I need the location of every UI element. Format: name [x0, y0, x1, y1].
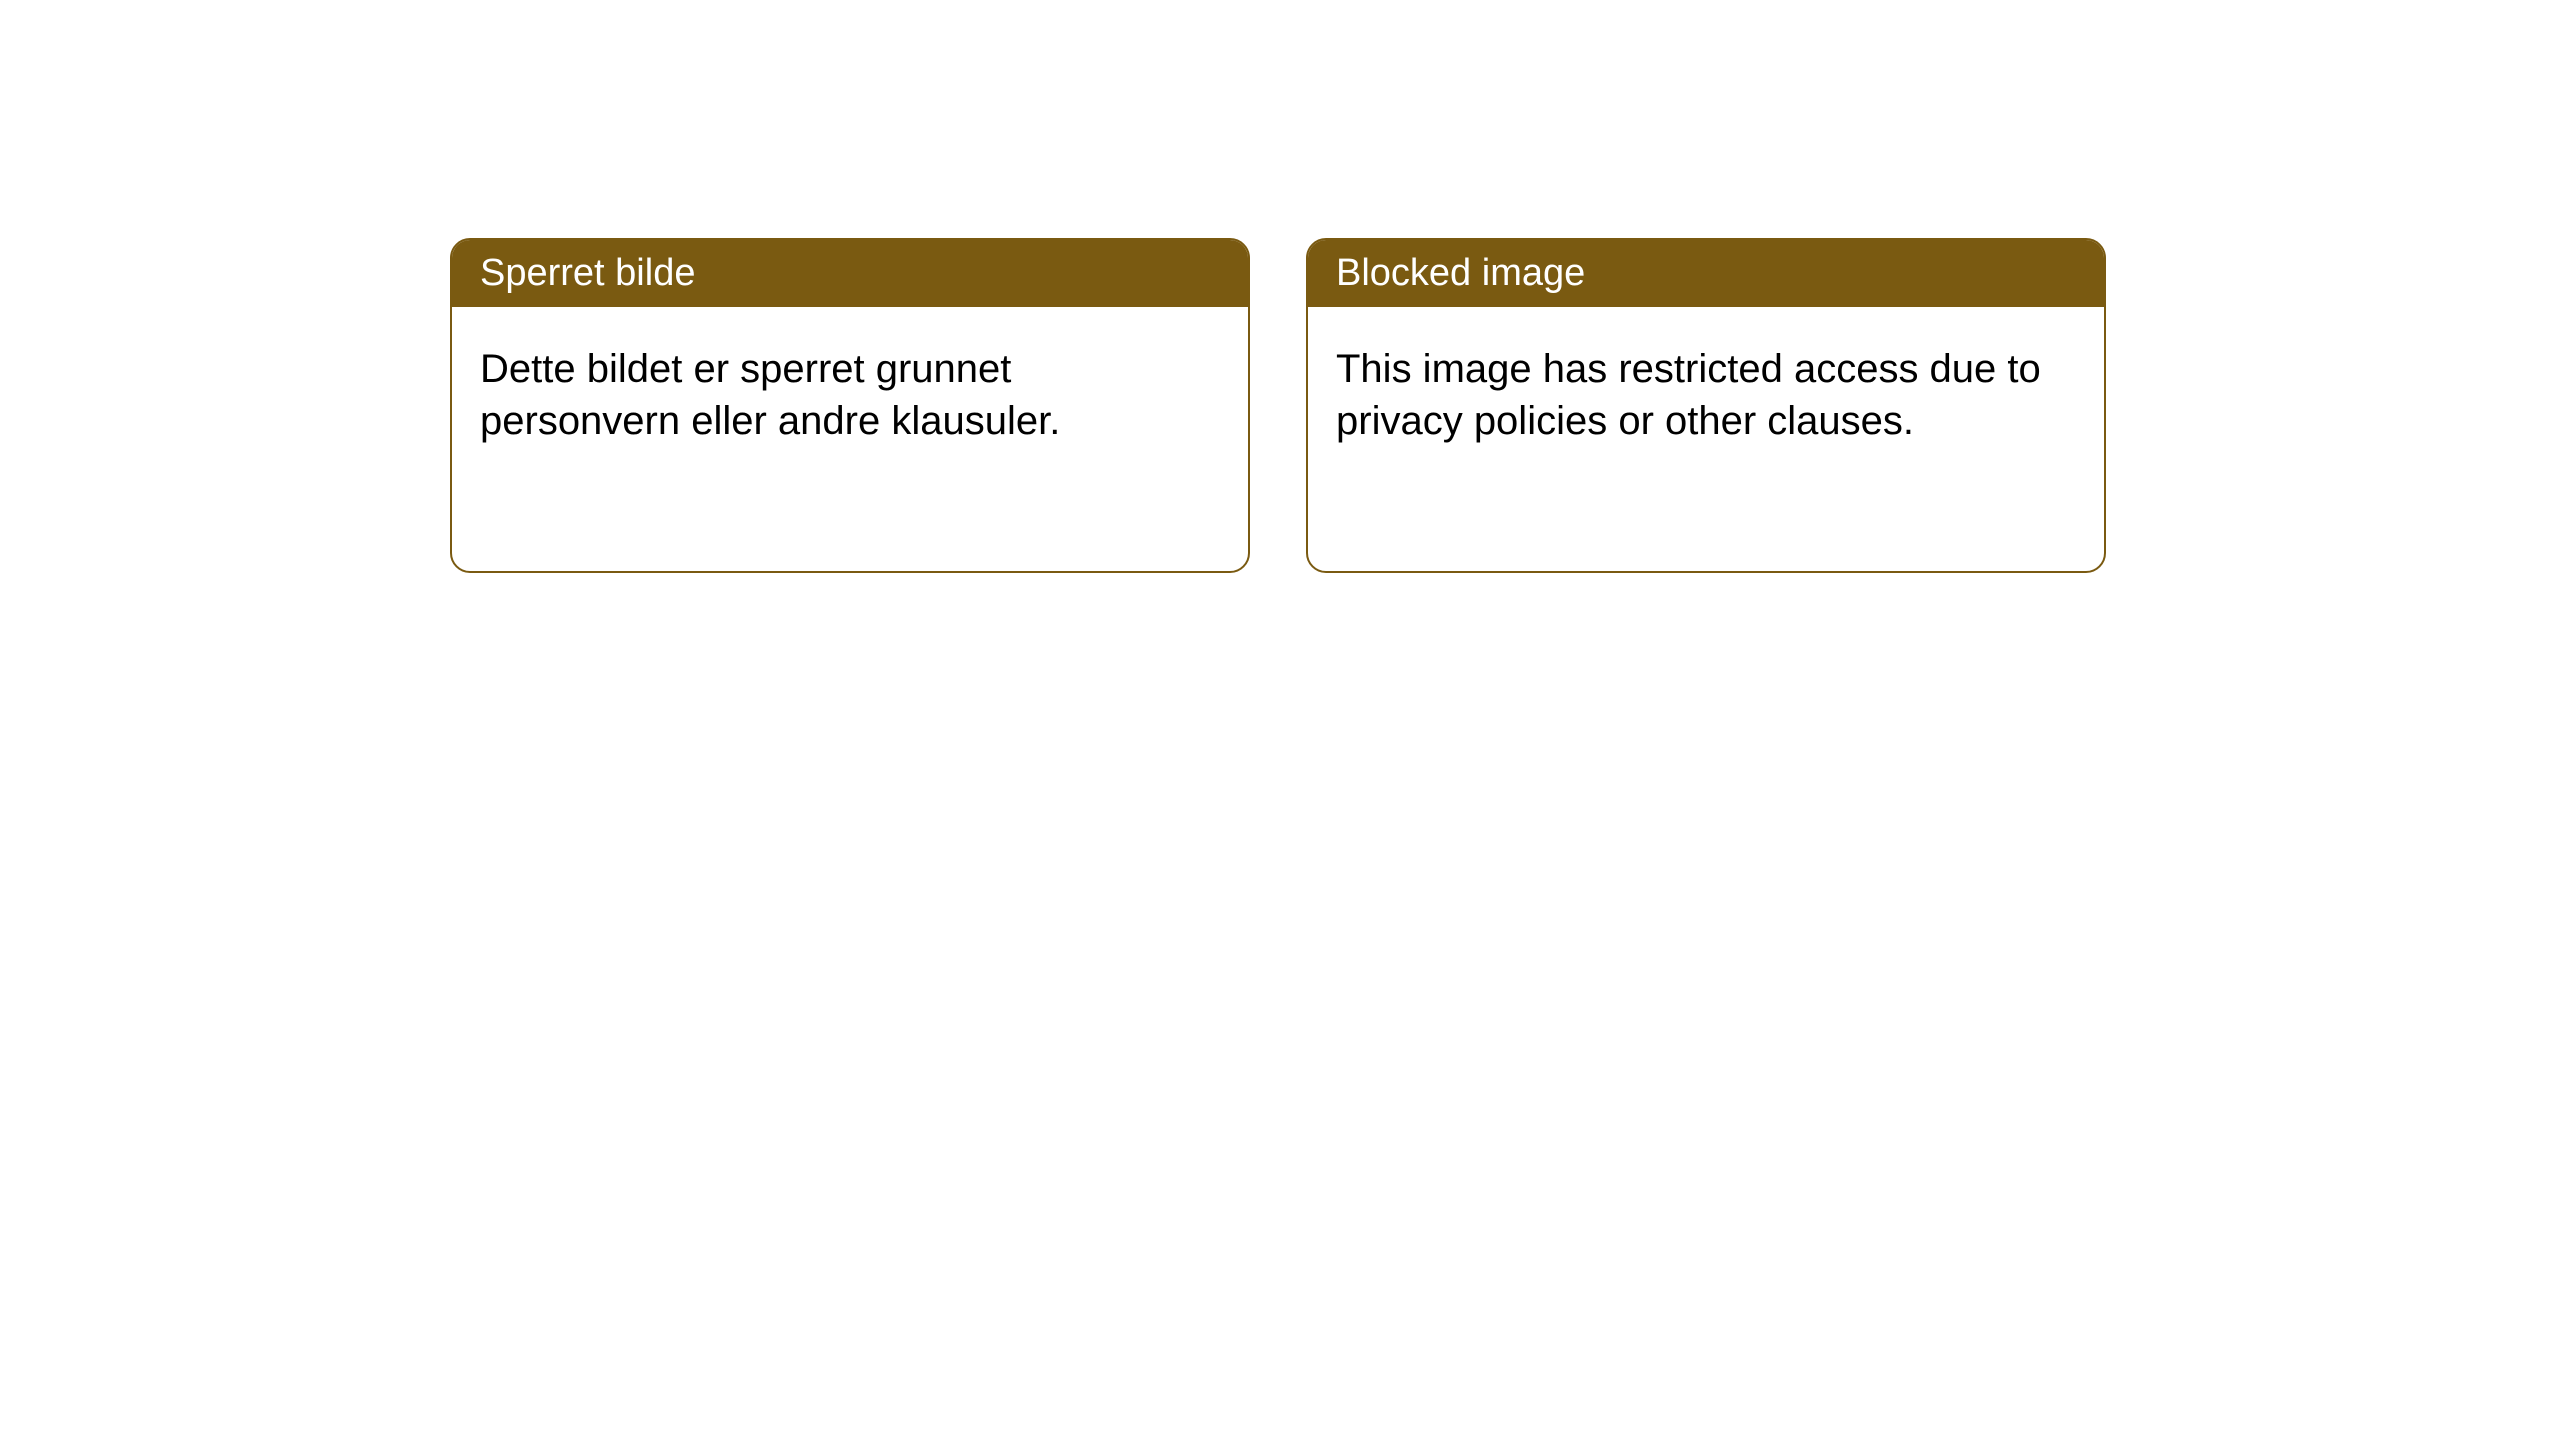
- notice-body: This image has restricted access due to …: [1308, 307, 2104, 483]
- notice-card-norwegian: Sperret bilde Dette bildet er sperret gr…: [450, 238, 1250, 573]
- notice-body: Dette bildet er sperret grunnet personve…: [452, 307, 1248, 483]
- notice-card-english: Blocked image This image has restricted …: [1306, 238, 2106, 573]
- notice-title: Blocked image: [1308, 240, 2104, 307]
- notice-title: Sperret bilde: [452, 240, 1248, 307]
- notice-container: Sperret bilde Dette bildet er sperret gr…: [0, 0, 2560, 573]
